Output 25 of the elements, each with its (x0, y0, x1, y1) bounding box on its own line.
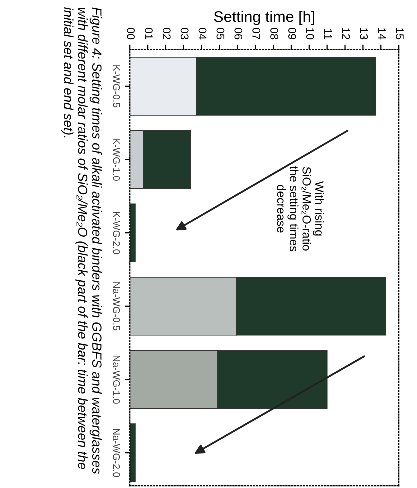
y-tick-label: K-WG-1.0 (113, 138, 120, 181)
x-tick-label: 13 (360, 28, 368, 40)
y-tick-label: K-WG-2.0 (113, 212, 120, 254)
y-tick-label: Na-WG-0.5 (113, 282, 120, 331)
x-tick-label: 04 (198, 28, 207, 40)
x-tick-label: 02 (162, 28, 171, 40)
caption: Figure 4: Setting times of alkali activated binders with GGBFS and waterglasses with different molar ratios of SiO₂/Me₂O (black part of the bar: time between the initial set and end set). (61, 8, 102, 474)
x-tick-label: 00 (127, 28, 135, 40)
x-tick-label: 05 (216, 28, 225, 40)
x-tick-label: 14 (378, 28, 386, 40)
x-tick-label: 06 (234, 28, 243, 40)
annotation: With rising SiO₂/Me₂O-ratio the setting times decrease (277, 166, 324, 252)
x-tick-label: 07 (252, 28, 261, 40)
x-axis-title: Setting time [h] (214, 11, 314, 26)
x-tick-label: 01 (145, 28, 153, 40)
x-tick-label: 08 (270, 28, 278, 40)
x-tick-label: 10 (306, 28, 314, 40)
x-tick-label: 03 (180, 28, 189, 40)
x-tick-label: 09 (288, 28, 296, 40)
y-tick-label: Na-WG-2.0 (113, 429, 120, 478)
x-tick-label: 15 (396, 28, 404, 40)
y-tick-label: Na-WG-1.0 (113, 356, 120, 404)
x-tick-label: 12 (342, 28, 350, 40)
y-tick-label: K-WG-0.5 (113, 66, 120, 108)
x-tick-label: 11 (324, 29, 332, 40)
